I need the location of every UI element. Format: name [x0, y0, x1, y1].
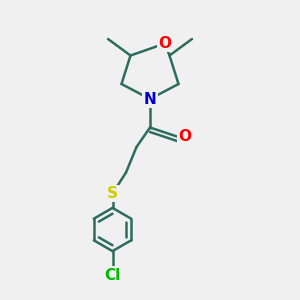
Text: O: O	[178, 129, 191, 144]
Text: N: N	[144, 92, 156, 106]
Text: S: S	[107, 186, 118, 201]
Text: O: O	[158, 36, 172, 51]
Text: Cl: Cl	[104, 268, 121, 283]
